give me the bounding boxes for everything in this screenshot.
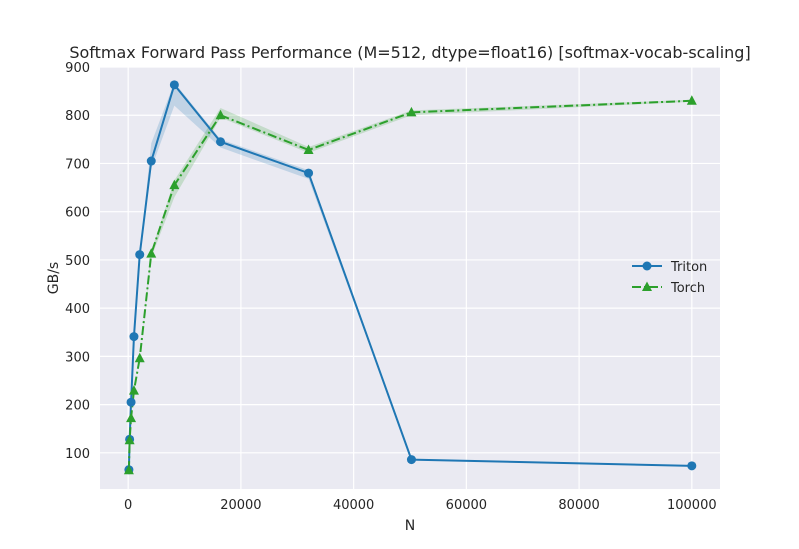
data-point-triton (129, 332, 139, 342)
y-tick-label: 200 (65, 399, 90, 414)
data-point-triton (304, 168, 314, 178)
data-point-triton (216, 137, 226, 147)
data-point-triton (687, 461, 697, 471)
y-tick-label: 600 (65, 206, 90, 221)
x-tick-label: 0 (124, 498, 132, 513)
x-axis-label: N (405, 518, 415, 534)
y-tick-label: 300 (65, 350, 90, 365)
y-tick-label: 900 (65, 61, 90, 76)
data-point-triton (406, 455, 416, 465)
data-point-torch (126, 412, 137, 423)
data-point-torch (128, 385, 139, 395)
chart-title: Softmax Forward Pass Performance (M=512,… (69, 43, 750, 62)
x-tick-label: 80000 (558, 498, 599, 513)
series-markers (123, 80, 697, 475)
legend-marker-triton (642, 261, 652, 271)
y-tick-labels: 100 200 300 400 500 600 700 800 900 (65, 61, 90, 462)
y-tick-label: 100 (65, 447, 90, 462)
x-tick-label: 40000 (333, 498, 374, 513)
data-point-torch (303, 144, 314, 154)
data-point-torch (406, 106, 417, 117)
y-tick-label: 800 (65, 109, 90, 124)
x-tick-label: 60000 (446, 498, 487, 513)
data-point-torch (124, 434, 135, 445)
data-point-torch (686, 95, 697, 105)
legend: Triton Torch (632, 260, 707, 296)
data-point-torch (146, 248, 157, 258)
legend-label-torch: Torch (670, 281, 705, 296)
y-tick-label: 400 (65, 302, 90, 317)
y-tick-label: 700 (65, 157, 90, 172)
legend-marker-torch (642, 281, 652, 291)
data-point-triton (126, 397, 136, 407)
data-point-triton (135, 250, 145, 260)
data-point-torch (169, 179, 180, 190)
x-tick-label: 20000 (220, 498, 261, 513)
data-point-triton (146, 156, 156, 166)
data-point-triton (169, 80, 179, 90)
x-tick-labels: 0 20000 40000 60000 80000 100000 (124, 498, 717, 513)
x-tick-label: 100000 (667, 498, 717, 513)
legend-label-triton: Triton (670, 260, 707, 275)
data-point-torch (215, 109, 226, 120)
plot-area (100, 67, 720, 489)
data-point-torch (123, 464, 134, 475)
y-axis-label: GB/s (46, 262, 62, 294)
y-tick-label: 500 (65, 254, 90, 269)
data-point-torch (134, 352, 145, 363)
